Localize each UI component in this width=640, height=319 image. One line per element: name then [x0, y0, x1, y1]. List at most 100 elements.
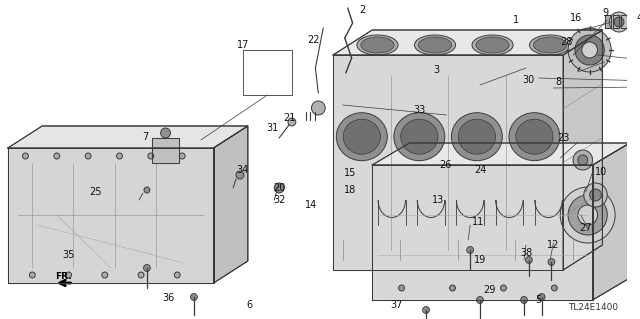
Text: 14: 14: [305, 200, 317, 210]
Text: 5: 5: [536, 295, 542, 305]
Ellipse shape: [343, 119, 380, 154]
Circle shape: [614, 17, 624, 27]
Circle shape: [548, 258, 555, 265]
Ellipse shape: [509, 113, 560, 161]
Polygon shape: [372, 165, 593, 300]
Circle shape: [179, 153, 185, 159]
Circle shape: [582, 42, 598, 58]
Circle shape: [148, 153, 154, 159]
Circle shape: [143, 264, 150, 271]
Text: 6: 6: [246, 300, 253, 310]
Polygon shape: [563, 30, 602, 270]
Circle shape: [288, 118, 296, 126]
Text: 26: 26: [440, 160, 452, 170]
Text: 13: 13: [432, 195, 444, 205]
Circle shape: [609, 12, 629, 32]
Circle shape: [174, 272, 180, 278]
Text: 3: 3: [434, 65, 440, 75]
Circle shape: [422, 307, 429, 314]
Circle shape: [102, 272, 108, 278]
Polygon shape: [8, 148, 214, 283]
Circle shape: [29, 272, 35, 278]
Polygon shape: [152, 138, 179, 163]
Circle shape: [578, 205, 598, 225]
Ellipse shape: [394, 113, 445, 161]
Circle shape: [116, 153, 122, 159]
Polygon shape: [8, 126, 248, 148]
Text: 29: 29: [484, 285, 496, 295]
Text: 4: 4: [637, 13, 640, 23]
Ellipse shape: [415, 35, 456, 55]
Polygon shape: [333, 55, 563, 270]
Circle shape: [144, 187, 150, 193]
Polygon shape: [605, 15, 611, 28]
Circle shape: [191, 293, 197, 300]
Ellipse shape: [529, 35, 571, 55]
Text: 23: 23: [557, 133, 570, 143]
Polygon shape: [214, 126, 248, 283]
Circle shape: [54, 153, 60, 159]
Text: 37: 37: [390, 300, 403, 310]
Circle shape: [575, 35, 604, 65]
Text: 27: 27: [579, 223, 592, 233]
Text: TL24E1400: TL24E1400: [568, 303, 618, 313]
Circle shape: [520, 296, 527, 303]
FancyArrowPatch shape: [60, 280, 70, 286]
Circle shape: [525, 256, 532, 263]
Polygon shape: [372, 143, 630, 165]
Circle shape: [399, 285, 404, 291]
Text: 21: 21: [283, 113, 295, 123]
Text: 2: 2: [359, 5, 365, 15]
Circle shape: [568, 28, 611, 72]
Circle shape: [161, 128, 170, 138]
Text: 28: 28: [560, 37, 572, 47]
Circle shape: [560, 187, 615, 243]
Text: 7: 7: [142, 132, 148, 142]
Circle shape: [500, 285, 506, 291]
Text: 20: 20: [273, 183, 285, 193]
Ellipse shape: [516, 119, 553, 154]
Text: 17: 17: [237, 40, 249, 50]
Circle shape: [477, 296, 483, 303]
Text: 31: 31: [266, 123, 278, 133]
Text: 30: 30: [523, 75, 535, 85]
Text: 24: 24: [474, 165, 486, 175]
Circle shape: [449, 285, 456, 291]
Polygon shape: [593, 143, 630, 300]
Polygon shape: [613, 15, 619, 28]
Text: 38: 38: [520, 248, 532, 258]
Polygon shape: [333, 30, 602, 55]
Ellipse shape: [337, 113, 387, 161]
Circle shape: [538, 293, 545, 300]
Circle shape: [312, 101, 325, 115]
Ellipse shape: [401, 119, 438, 154]
Text: FR.: FR.: [56, 272, 72, 281]
Circle shape: [467, 247, 474, 254]
Ellipse shape: [458, 119, 495, 154]
Polygon shape: [629, 15, 635, 28]
Circle shape: [236, 171, 244, 179]
Text: 1: 1: [513, 15, 519, 25]
Text: 18: 18: [344, 185, 356, 195]
Circle shape: [66, 272, 72, 278]
Text: 36: 36: [163, 293, 175, 303]
Ellipse shape: [361, 37, 394, 53]
Text: 25: 25: [89, 187, 101, 197]
Text: 12: 12: [547, 240, 559, 250]
Circle shape: [275, 183, 284, 193]
Circle shape: [573, 150, 593, 170]
Circle shape: [589, 189, 602, 201]
Circle shape: [584, 183, 607, 207]
Ellipse shape: [451, 113, 502, 161]
Polygon shape: [621, 15, 627, 28]
Text: 10: 10: [595, 167, 607, 177]
Text: 16: 16: [570, 13, 582, 23]
Ellipse shape: [419, 37, 452, 53]
Circle shape: [138, 272, 144, 278]
Circle shape: [568, 195, 607, 235]
Ellipse shape: [476, 37, 509, 53]
Circle shape: [552, 285, 557, 291]
Text: 34: 34: [237, 165, 249, 175]
Text: 9: 9: [602, 8, 609, 18]
Text: 32: 32: [273, 195, 285, 205]
